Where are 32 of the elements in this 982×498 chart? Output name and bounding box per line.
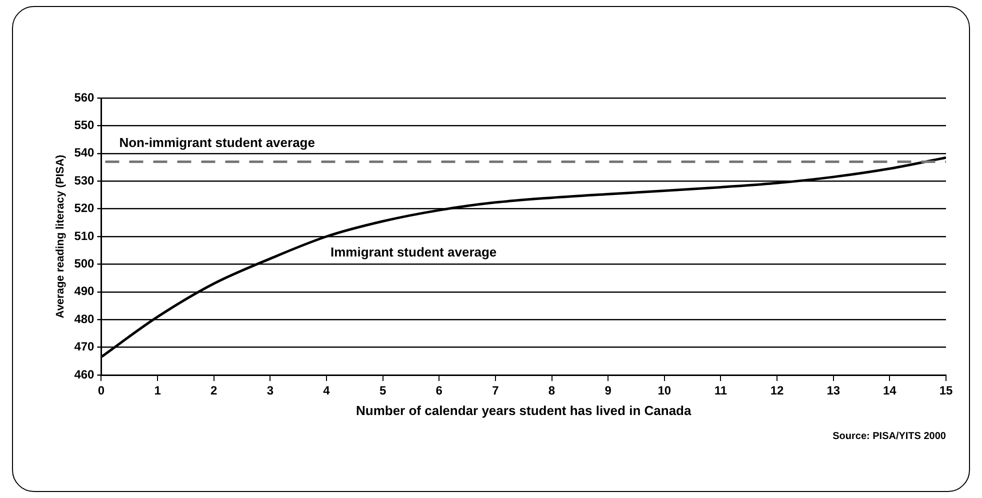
y-tick-label: 470 [74, 340, 95, 354]
y-tick-label: 520 [74, 201, 95, 216]
y-tick-label: 480 [74, 312, 95, 326]
x-tick-label: 4 [323, 384, 330, 398]
y-tick-label: 550 [74, 118, 95, 132]
source-note: Source: PISA/YITS 2000 [832, 430, 946, 442]
x-tick-label: 2 [210, 384, 218, 398]
x-tick-label: 14 [883, 384, 897, 398]
ref-line-label: Non-immigrant student average [119, 134, 315, 150]
x-tick-label: 0 [98, 384, 105, 398]
x-tick-label: 6 [436, 384, 443, 398]
x-tick-label: 7 [492, 384, 500, 398]
y-tick-label: 490 [74, 284, 95, 298]
y-tick-label: 560 [74, 90, 95, 104]
x-tick-label: 1 [154, 384, 162, 398]
x-tick-label: 15 [939, 384, 953, 398]
x-tick-label: 12 [770, 384, 784, 398]
x-tick-label: 11 [714, 384, 728, 398]
y-tick-label: 460 [74, 367, 95, 382]
x-axis-title: Number of calendar years student has lived in Canada [356, 402, 692, 418]
x-tick-label: 8 [548, 384, 556, 398]
y-tick-label: 510 [74, 228, 95, 243]
y-tick-label: 530 [74, 173, 95, 188]
x-tick-label: 3 [266, 384, 274, 398]
series-label: Immigrant student average [330, 244, 497, 260]
x-tick-label: 9 [604, 384, 612, 398]
y-tick-label: 500 [74, 256, 95, 271]
y-tick-label: 540 [74, 146, 95, 160]
x-tick-label: 13 [826, 384, 840, 398]
x-tick-label: 10 [658, 384, 672, 398]
y-axis-title: Average reading literacy (PISA) [54, 154, 67, 318]
x-tick-label: 5 [379, 384, 386, 398]
